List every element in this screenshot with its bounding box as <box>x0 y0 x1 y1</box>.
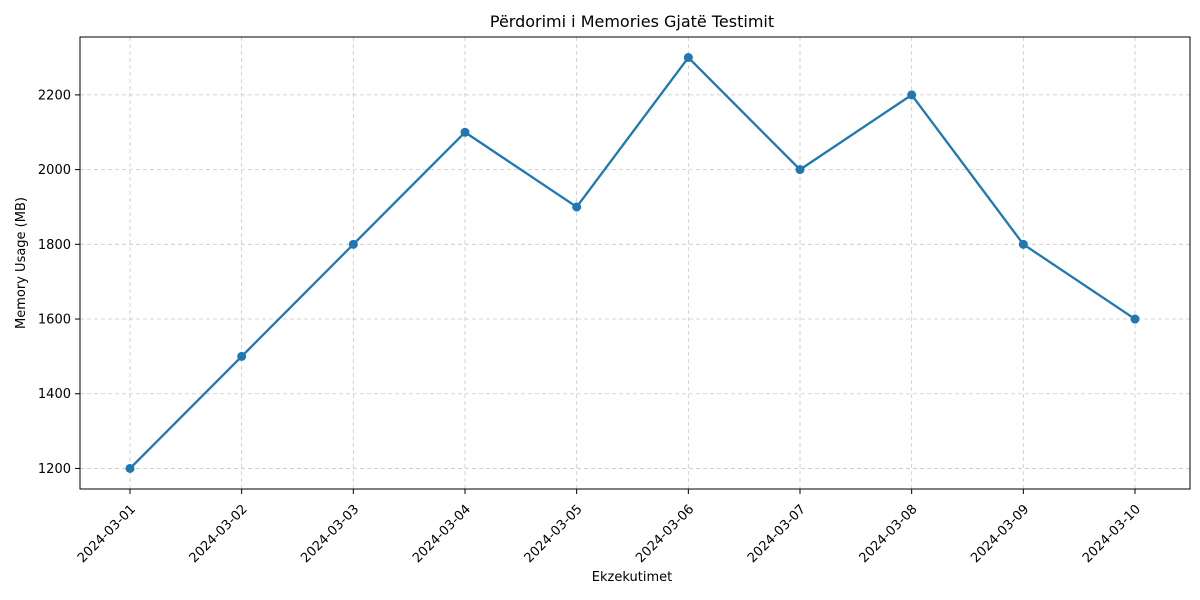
data-point <box>683 53 693 63</box>
y-axis-ticks: 1200 1400 1600 1800 2000 2200 <box>38 88 80 477</box>
data-point <box>1018 239 1028 249</box>
data-point <box>125 463 135 473</box>
series-layer <box>125 53 1140 473</box>
y-axis-label: Memory Usage (MB) <box>14 197 29 329</box>
data-point <box>795 165 805 175</box>
data-point <box>572 202 582 212</box>
y-tick-label: 2000 <box>38 163 71 178</box>
chart-title: Përdorimi i Memories Gjatë Testimit <box>490 12 774 31</box>
plot-area-frame <box>79 36 1191 490</box>
x-axis-label: Ekzekutimet <box>592 570 672 585</box>
y-tick-label: 1600 <box>38 313 71 328</box>
data-point <box>460 127 470 137</box>
y-tick-label: 1200 <box>38 462 71 477</box>
series-line <box>129 56 1136 470</box>
data-point <box>348 239 358 249</box>
y-tick-label: 1800 <box>38 238 71 253</box>
grid <box>80 37 1190 489</box>
y-tick-label: 1400 <box>38 387 71 402</box>
y-tick-label: 2200 <box>38 88 71 103</box>
data-point <box>237 351 247 361</box>
data-point <box>907 90 917 100</box>
data-point <box>1130 314 1140 324</box>
